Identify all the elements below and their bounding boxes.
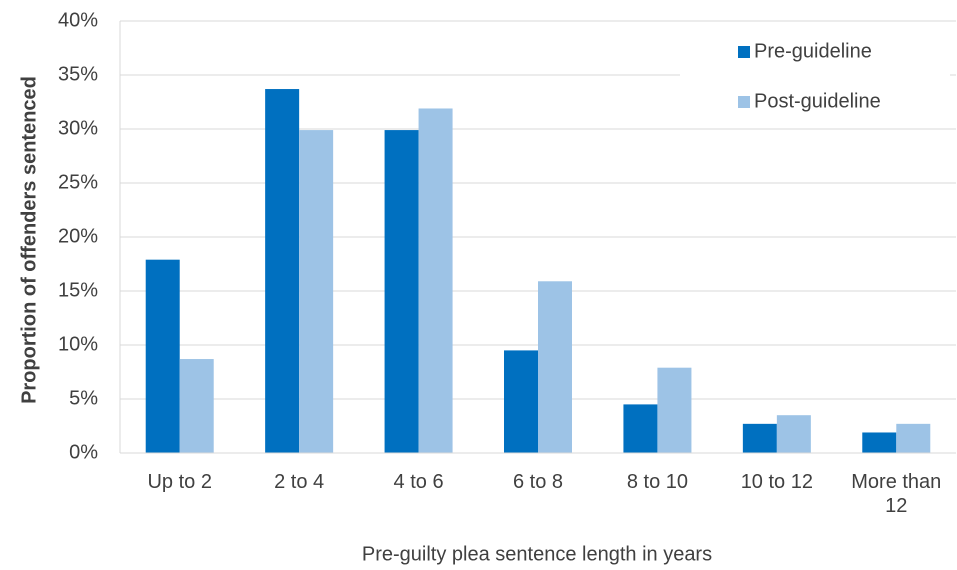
y-tick-label: 10% [58,333,98,355]
bar [657,367,692,453]
y-tick-label: 30% [58,117,98,139]
bar [384,130,419,453]
bar [896,423,931,453]
x-tick-label: Up to 2 [147,471,212,493]
bar [776,415,811,453]
bar [504,350,538,453]
bar [862,432,897,453]
x-tick-label: 4 to 6 [393,471,444,493]
bar [538,281,572,453]
legend-swatch [738,96,750,108]
y-tick-label: 25% [58,171,98,193]
x-tick-label: 6 to 8 [512,471,564,493]
y-axis-title: Proportion of offenders sentenced [18,76,40,404]
bar [265,89,300,453]
y-tick-label: 40% [58,9,98,31]
x-tick-label: More than 12 [851,471,942,517]
x-tick-label: 8 to 10 [626,471,688,493]
x-tick-label: 2 to 4 [274,471,325,493]
bar [742,423,777,453]
legend-box [680,28,950,128]
y-tick-label: 0% [69,441,98,463]
bar [179,359,214,453]
legend-swatch [738,46,750,58]
y-tick-label: 35% [58,63,98,85]
x-tick-label: 10 to 12 [740,471,813,493]
bar [145,259,180,453]
y-tick-label: 5% [69,387,98,409]
bar [418,108,453,453]
legend-label: Pre-guideline [754,40,872,62]
y-tick-label: 20% [58,225,98,247]
y-tick-label: 15% [58,279,98,301]
legend-label: Post-guideline [754,90,881,112]
bar [623,404,658,453]
x-axis-title: Pre-guilty plea sentence length in years [362,543,712,565]
bar [299,130,334,453]
